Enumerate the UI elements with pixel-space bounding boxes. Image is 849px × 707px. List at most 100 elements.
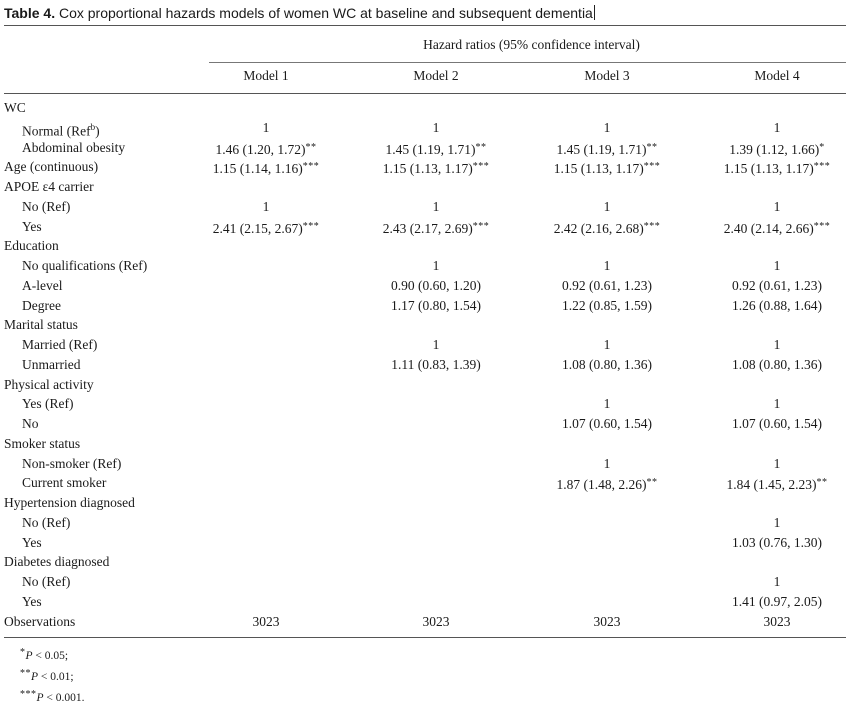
table-cell-model-4: 1.39 (1.12, 1.66)* — [729, 141, 825, 157]
table-row: Hypertension diagnosed — [4, 493, 846, 513]
significance-stars: *** — [813, 161, 831, 173]
table-row: Age (continuous) 1.15 (1.14, 1.16)*** 1.15… — [4, 157, 846, 177]
row-sublabel: Abdominal obesity — [22, 139, 126, 155]
row-label: Age (continuous) — [4, 159, 99, 175]
footnotes: *P < 0.05; **P < 0.01; ***P < 0.001. — [20, 644, 85, 707]
table-cell-model-4: 1.41 (0.97, 2.05) — [732, 593, 822, 609]
table-cell-model-4: 1.15 (1.13, 1.17)*** — [723, 161, 831, 177]
table-cell-model-2: 1 — [432, 119, 440, 135]
table-cell-model-3: 1.08 (0.80, 1.36) — [562, 356, 652, 372]
table-row: Education — [4, 236, 846, 256]
header-subrule — [209, 62, 846, 63]
table-cell-model-4: 1 — [773, 119, 781, 135]
table-cell-model-2: 1.15 (1.13, 1.17)*** — [382, 161, 490, 177]
footnote: *P < 0.05; — [20, 647, 69, 662]
table-row: Observations 3023 3023 3023 3023 — [4, 612, 846, 632]
table-label: Table 4. — [4, 5, 56, 21]
row-sublabel: Yes — [22, 593, 42, 609]
table-cell-model-1: 3023 — [252, 613, 280, 629]
table-row: Married (Ref) 1 1 1 — [4, 335, 846, 355]
table-cell-model-2: 2.43 (2.17, 2.69)*** — [382, 220, 490, 236]
table-cell-model-4: 1.08 (0.80, 1.36) — [732, 356, 822, 372]
table-cell-model-4: 0.92 (0.61, 1.23) — [732, 277, 822, 293]
table-row: No (Ref) 1 — [4, 513, 846, 533]
table-row: Non-smoker (Ref) 1 1 — [4, 454, 846, 474]
row-sublabel: Yes — [22, 218, 42, 234]
table-row: No 1.07 (0.60, 1.54) 1.07 (0.60, 1.54) — [4, 414, 846, 434]
significance-stars: * — [819, 141, 825, 153]
model-header-row: Model 1 Model 2 Model 3 Model 4 — [213, 67, 849, 85]
significance-stars: *** — [643, 220, 661, 232]
table-cell-model-3: 3023 — [593, 613, 621, 629]
table-row: Yes 2.41 (2.15, 2.67)*** 2.43 (2.17, 2.69)… — [4, 217, 846, 237]
row-sublabel: No (Ref) — [22, 198, 71, 214]
table-cell-model-3: 1.07 (0.60, 1.54) — [562, 416, 652, 431]
table-row: WC — [4, 98, 846, 118]
column-header-model-3: Model 3 — [584, 68, 630, 83]
table-title: Cox proportional hazards models of women… — [58, 5, 593, 21]
table-row: Physical activity — [4, 375, 846, 395]
table-cell-model-2: 1.17 (0.80, 1.54) — [391, 297, 481, 313]
column-header-model-4: Model 4 — [754, 68, 800, 83]
table-cell-model-3: 2.42 (2.16, 2.68)*** — [553, 220, 661, 236]
row-sublabel: No qualifications (Ref) — [22, 258, 148, 273]
significance-stars: *** — [472, 220, 490, 232]
significance-stars: *** — [813, 220, 831, 232]
significance-stars: ** — [475, 141, 487, 153]
significance-stars: *** — [302, 220, 320, 232]
significance-stars: *** — [643, 161, 661, 173]
table-cell-model-1: 1 — [262, 198, 270, 214]
footnote: ***P < 0.001. — [20, 689, 85, 704]
table-row: Diabetes diagnosed — [4, 552, 846, 572]
table-cell-model-4: 1 — [773, 396, 781, 412]
table-cell-model-4: 1 — [773, 198, 781, 214]
significance-stars: ** — [305, 141, 317, 153]
row-sublabel: No (Ref) — [22, 574, 71, 589]
table-cell-model-4: 1 — [773, 514, 781, 530]
table-cell-model-2: 1 — [432, 258, 440, 273]
significance-stars: *** — [472, 161, 490, 173]
table-row: Degree 1.17 (0.80, 1.54) 1.22 (0.85, 1.59)… — [4, 296, 846, 316]
row-label: Physical activity — [4, 376, 94, 392]
row-sublabel: No (Ref) — [22, 514, 71, 530]
table-cell-model-1: 2.41 (2.15, 2.67)*** — [212, 220, 320, 236]
table-row: Yes 1.41 (0.97, 2.05) — [4, 592, 846, 612]
table-cell-model-2: 1 — [432, 198, 440, 214]
table-cell-model-4: 1 — [773, 258, 781, 273]
table-row: Marital status — [4, 315, 846, 335]
table-cell-model-2: 0.90 (0.60, 1.20) — [391, 277, 481, 293]
table-cell-model-2: 1 — [432, 337, 440, 352]
table-body: WC Normal (Refb) 1 1 1 1 Abdominal obesity 1.46… — [4, 98, 846, 631]
footnote: **P < 0.01; — [20, 668, 74, 683]
table-cell-model-3: 1.22 (0.85, 1.59) — [562, 297, 652, 313]
significance-stars: ** — [646, 141, 658, 153]
table-caption: Table 4. Cox proportional hazards models… — [4, 4, 595, 22]
column-header-model-2: Model 2 — [413, 68, 459, 83]
table-bottom-rule — [4, 637, 846, 638]
row-label: Diabetes diagnosed — [4, 554, 110, 570]
table-row: No (Ref) 1 1 1 1 — [4, 197, 846, 217]
table-row: Current smoker 1.87 (1.48, 2.26)** 1.84 (1… — [4, 473, 846, 493]
table-cell-model-2: 1.11 (0.83, 1.39) — [391, 356, 481, 372]
row-sublabel: Normal (Refb) — [22, 121, 100, 139]
table-cell-model-3: 0.92 (0.61, 1.23) — [562, 277, 652, 293]
table-cell-model-3: 1 — [603, 455, 611, 471]
column-header-model-1: Model 1 — [243, 68, 289, 83]
table-cell-model-4: 1.84 (1.45, 2.23)** — [726, 477, 828, 493]
table-cell-model-2: 3023 — [422, 613, 450, 629]
table-cell-model-3: 1 — [603, 337, 611, 352]
table-cell-model-4: 1 — [773, 574, 781, 589]
table-row: A-level 0.90 (0.60, 1.20) 0.92 (0.61, 1.23… — [4, 276, 846, 296]
row-sublabel: Unmarried — [22, 356, 81, 372]
table-cell-model-3: 1.87 (1.48, 2.26)** — [556, 477, 658, 493]
table-cell-model-3: 1 — [603, 396, 611, 412]
header-bottom-rule — [4, 93, 846, 94]
significance-stars: ** — [646, 477, 658, 489]
table-cell-model-1: 1 — [262, 119, 270, 135]
table-cell-model-3: 1 — [603, 119, 611, 135]
row-label: APOE ε4 carrier — [4, 179, 94, 194]
row-label: Smoker status — [4, 435, 81, 451]
row-sublabel: Current smoker — [22, 475, 107, 491]
table-row: No qualifications (Ref) 1 1 1 — [4, 256, 846, 276]
table-row: Smoker status — [4, 434, 846, 454]
